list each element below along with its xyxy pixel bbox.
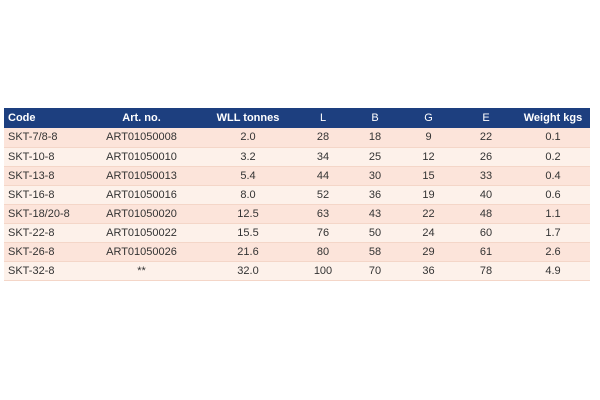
cell-art-no: ART01050013 bbox=[84, 166, 199, 186]
cell-e: 61 bbox=[456, 242, 516, 262]
table-row: SKT-22-8 ART01050022 15.5 76 50 24 60 1.… bbox=[4, 223, 590, 243]
table-row: SKT-10-8 ART01050010 3.2 34 25 12 26 0.2 bbox=[4, 147, 590, 167]
cell-b: 58 bbox=[349, 242, 401, 262]
cell-e: 33 bbox=[456, 166, 516, 186]
cell-e: 26 bbox=[456, 147, 516, 167]
header-code: Code bbox=[8, 112, 36, 124]
cell-art-no: ART01050022 bbox=[84, 223, 199, 243]
table-row: SKT-18/20-8 ART01050020 12.5 63 43 22 48… bbox=[4, 204, 590, 224]
header-art-no: Art. no. bbox=[122, 112, 161, 124]
cell-l: 28 bbox=[297, 128, 349, 148]
table-row: SKT-7/8-8 ART01050008 2.0 28 18 9 22 0.1 bbox=[4, 128, 590, 148]
cell-b: 18 bbox=[349, 128, 401, 148]
cell-code: SKT-10-8 bbox=[4, 147, 84, 167]
cell-wll: 15.5 bbox=[199, 223, 297, 243]
cell-g: 29 bbox=[401, 242, 456, 262]
cell-code: SKT-22-8 bbox=[4, 223, 84, 243]
table-row: SKT-32-8 ** 32.0 100 70 36 78 4.9 bbox=[4, 261, 590, 281]
cell-code: SKT-7/8-8 bbox=[4, 128, 84, 148]
cell-g: 15 bbox=[401, 166, 456, 186]
cell-l: 63 bbox=[297, 204, 349, 224]
cell-l: 34 bbox=[297, 147, 349, 167]
cell-weight: 0.2 bbox=[516, 147, 590, 167]
cell-b: 50 bbox=[349, 223, 401, 243]
cell-code: SKT-26-8 bbox=[4, 242, 84, 262]
header-g: G bbox=[424, 112, 433, 124]
cell-code: SKT-18/20-8 bbox=[4, 204, 84, 224]
cell-code: SKT-16-8 bbox=[4, 185, 84, 205]
cell-art-no: ART01050020 bbox=[84, 204, 199, 224]
header-b: B bbox=[371, 112, 379, 124]
cell-weight: 0.6 bbox=[516, 185, 590, 205]
header-l: L bbox=[319, 112, 327, 124]
table-row: SKT-16-8 ART01050016 8.0 52 36 19 40 0.6 bbox=[4, 185, 590, 205]
cell-e: 22 bbox=[456, 128, 516, 148]
cell-g: 36 bbox=[401, 261, 456, 281]
cell-e: 40 bbox=[456, 185, 516, 205]
cell-wll: 3.2 bbox=[199, 147, 297, 167]
cell-wll: 2.0 bbox=[199, 128, 297, 148]
cell-l: 52 bbox=[297, 185, 349, 205]
table-row: SKT-26-8 ART01050026 21.6 80 58 29 61 2.… bbox=[4, 242, 590, 262]
cell-weight: 0.1 bbox=[516, 128, 590, 148]
cell-l: 44 bbox=[297, 166, 349, 186]
cell-g: 22 bbox=[401, 204, 456, 224]
cell-e: 60 bbox=[456, 223, 516, 243]
cell-b: 36 bbox=[349, 185, 401, 205]
cell-weight: 1.1 bbox=[516, 204, 590, 224]
cell-l: 80 bbox=[297, 242, 349, 262]
table-row: SKT-13-8 ART01050013 5.4 44 30 15 33 0.4 bbox=[4, 166, 590, 186]
cell-art-no: ART01050026 bbox=[84, 242, 199, 262]
cell-g: 9 bbox=[401, 128, 456, 148]
cell-wll: 5.4 bbox=[199, 166, 297, 186]
cell-wll: 32.0 bbox=[199, 261, 297, 281]
table-header-row: Code Art. no. WLL tonnes L B G E Weight … bbox=[4, 108, 590, 128]
cell-wll: 8.0 bbox=[199, 185, 297, 205]
cell-code: SKT-32-8 bbox=[4, 261, 84, 281]
cell-weight: 1.7 bbox=[516, 223, 590, 243]
cell-g: 24 bbox=[401, 223, 456, 243]
cell-l: 100 bbox=[297, 261, 349, 281]
cell-g: 19 bbox=[401, 185, 456, 205]
cell-l: 76 bbox=[297, 223, 349, 243]
cell-b: 25 bbox=[349, 147, 401, 167]
cell-b: 70 bbox=[349, 261, 401, 281]
cell-art-no: ** bbox=[84, 261, 199, 281]
cell-art-no: ART01050010 bbox=[84, 147, 199, 167]
header-weight: Weight kgs bbox=[523, 112, 583, 124]
cell-weight: 2.6 bbox=[516, 242, 590, 262]
cell-b: 43 bbox=[349, 204, 401, 224]
cell-art-no: ART01050008 bbox=[84, 128, 199, 148]
header-e: E bbox=[482, 112, 490, 124]
cell-e: 48 bbox=[456, 204, 516, 224]
cell-code: SKT-13-8 bbox=[4, 166, 84, 186]
cell-art-no: ART01050016 bbox=[84, 185, 199, 205]
cell-wll: 12.5 bbox=[199, 204, 297, 224]
cell-e: 78 bbox=[456, 261, 516, 281]
header-wll: WLL tonnes bbox=[216, 112, 280, 124]
cell-b: 30 bbox=[349, 166, 401, 186]
cell-weight: 4.9 bbox=[516, 261, 590, 281]
cell-weight: 0.4 bbox=[516, 166, 590, 186]
cell-wll: 21.6 bbox=[199, 242, 297, 262]
cell-g: 12 bbox=[401, 147, 456, 167]
spec-table: Code Art. no. WLL tonnes L B G E Weight … bbox=[4, 108, 590, 281]
